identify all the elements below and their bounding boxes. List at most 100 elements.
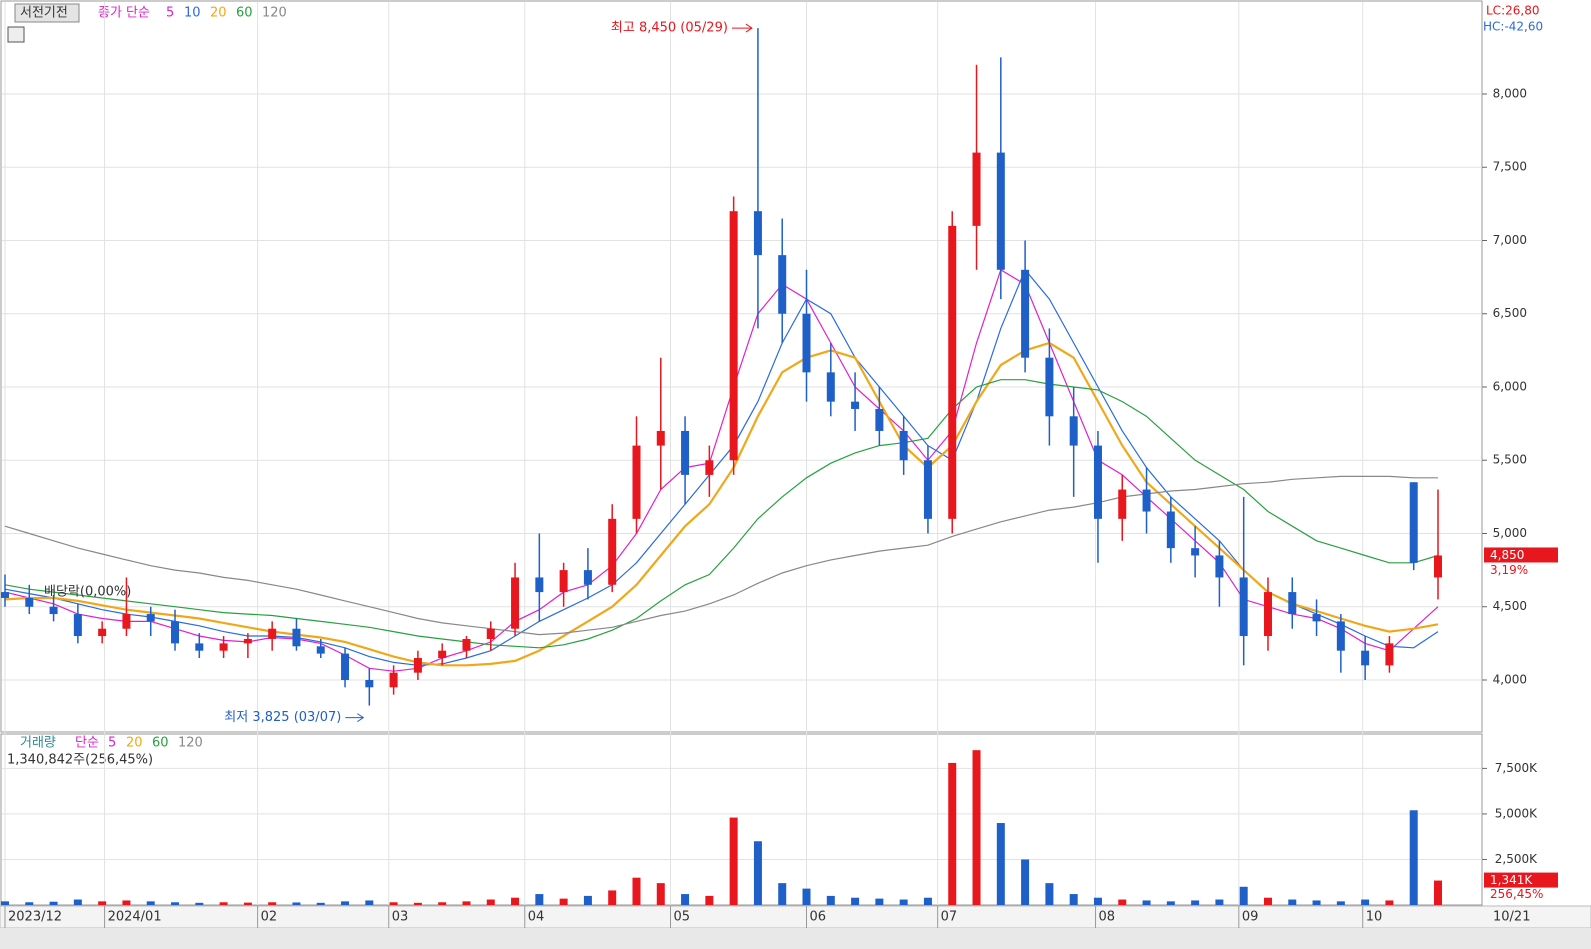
- candle-body: [875, 408, 884, 431]
- dividend-annotation: 배당락(0,00%): [44, 585, 131, 600]
- volume-title: 거래량: [20, 736, 56, 751]
- x-tick-label: 09: [1242, 910, 1259, 925]
- volume-bar: [826, 895, 835, 905]
- volume-bar: [1239, 886, 1248, 905]
- volume-bar: [146, 901, 155, 905]
- volume-bar: [608, 890, 617, 905]
- volume-bar: [268, 902, 277, 905]
- volume-bar: [851, 897, 860, 905]
- table-icon[interactable]: [7, 26, 25, 43]
- y-tick-label: 2,500K: [1495, 852, 1538, 866]
- candle-body: [656, 430, 665, 446]
- x-tick-label: 02: [261, 910, 278, 925]
- x-tick-label: 10: [1366, 910, 1383, 925]
- x-tick-label: 2023/12: [8, 910, 62, 925]
- volume-bar: [972, 750, 981, 905]
- candle-body: [923, 460, 932, 519]
- candle-body: [25, 597, 34, 607]
- candle-body: [73, 614, 82, 637]
- volume-bar: [122, 900, 131, 905]
- candle-body: [1312, 614, 1321, 622]
- high-annotation: 최고 8,450 (05/29): [611, 21, 728, 36]
- volume-bar: [948, 762, 957, 905]
- candle-body: [948, 225, 957, 519]
- volume-bar: [1312, 900, 1321, 905]
- volume-bar: [511, 897, 520, 905]
- volume-bar: [1361, 899, 1370, 905]
- candle-body: [753, 211, 762, 256]
- status-bar: [0, 928, 1591, 949]
- volume-ratio: 256,45%: [1490, 887, 1543, 901]
- candle-body: [1336, 621, 1345, 651]
- y-tick-label: 6,500: [1493, 306, 1527, 320]
- candle-body: [583, 570, 592, 585]
- candle-body: [729, 211, 738, 461]
- candle-body: [1045, 357, 1054, 417]
- volume-panel: [0, 733, 1483, 906]
- volume-bar: [98, 901, 107, 905]
- y-tick-label: 7,000: [1493, 233, 1527, 247]
- volume-legend-entry: 20: [126, 736, 143, 751]
- legend-entry: 120: [262, 6, 287, 21]
- price-panel: [0, 0, 1483, 733]
- stock-name-box[interactable]: [14, 3, 80, 23]
- candle-body: [535, 577, 544, 593]
- legend-entry: 10: [184, 6, 201, 21]
- x-tick-label: 03: [392, 910, 409, 925]
- volume-bar: [438, 902, 447, 905]
- volume-bar: [243, 902, 252, 905]
- candle-body: [462, 638, 471, 651]
- y-tick-label: 5,000: [1493, 526, 1527, 540]
- volume-bar: [1166, 901, 1175, 905]
- volume-legend-label: 단순: [75, 736, 99, 751]
- x-tick-label: 04: [528, 910, 545, 925]
- change-label: 3,19%: [1490, 563, 1528, 577]
- candle-body: [1263, 592, 1272, 637]
- volume-bar: [73, 899, 82, 905]
- candle-body: [511, 577, 520, 629]
- candle-body: [851, 401, 860, 409]
- candle-body: [365, 679, 374, 688]
- x-axis-strip: [0, 905, 1591, 929]
- candle-body: [1434, 555, 1442, 578]
- moving-average-line: [4, 268, 1439, 666]
- candle-body: [1191, 548, 1200, 556]
- volume-bar: [25, 902, 34, 905]
- candle-body: [1385, 643, 1394, 666]
- volume-bar: [681, 894, 690, 905]
- volume-bar: [1336, 901, 1345, 905]
- volume-bar: [1434, 880, 1442, 905]
- candle-body: [705, 460, 714, 475]
- x-tick-label: 07: [941, 910, 958, 925]
- volume-bar: [1288, 899, 1297, 905]
- candle-body: [802, 313, 811, 373]
- y-tick-label: 8,000: [1493, 87, 1527, 101]
- volume-bar: [1045, 883, 1054, 905]
- candle-body: [219, 643, 228, 651]
- candle-body: [632, 445, 641, 519]
- volume-bar: [1409, 810, 1418, 905]
- candle-body: [98, 628, 107, 637]
- volume-info: 1,340,842주(256,45%): [7, 753, 153, 768]
- candle-body: [1021, 269, 1030, 358]
- volume-bar: [462, 901, 471, 905]
- candle-body: [1361, 650, 1370, 666]
- volume-bar: [875, 898, 884, 905]
- volume-bar: [219, 902, 228, 905]
- current-price-box: [1484, 547, 1558, 563]
- volume-bar: [1, 901, 9, 905]
- moving-average-line: [4, 268, 1439, 672]
- volume-bar: [49, 901, 58, 905]
- candle-body: [171, 621, 180, 644]
- volume-bar: [729, 817, 738, 905]
- candle-body: [1069, 416, 1078, 446]
- y-tick-label: 5,500: [1493, 453, 1527, 467]
- x-tick-label: 06: [810, 910, 827, 925]
- candle-body: [122, 614, 131, 629]
- candle-body: [486, 628, 495, 639]
- current-price: 4,850: [1490, 548, 1524, 562]
- stock-name[interactable]: 서전기전: [20, 6, 68, 21]
- volume-bar: [413, 902, 422, 905]
